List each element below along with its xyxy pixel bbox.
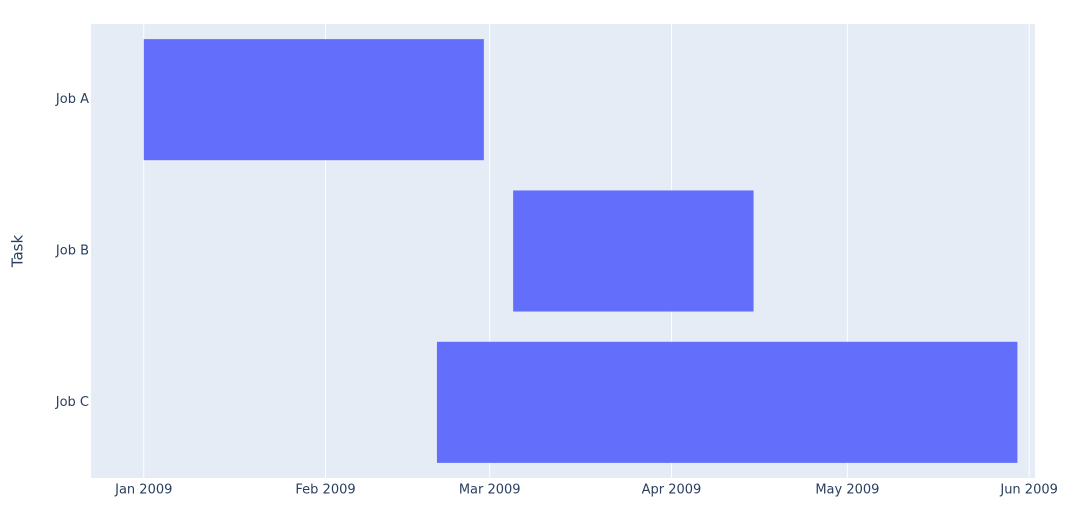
y-tick-label: Job B (55, 244, 89, 259)
y-axis-title: Task (9, 235, 27, 269)
x-tick-label: Apr 2009 (642, 483, 702, 498)
task-bar (513, 190, 754, 312)
x-tick-label: Mar 2009 (459, 483, 521, 498)
x-tick-label: Jun 2009 (999, 483, 1058, 498)
task-bar (143, 39, 484, 161)
x-tick-label: Jan 2009 (114, 483, 172, 498)
x-tick-label: Feb 2009 (295, 483, 355, 498)
x-tick-label: May 2009 (815, 483, 879, 498)
y-tick-label: Job A (55, 92, 89, 107)
y-tick-label: Job C (55, 395, 89, 410)
task-bar (436, 341, 1018, 463)
